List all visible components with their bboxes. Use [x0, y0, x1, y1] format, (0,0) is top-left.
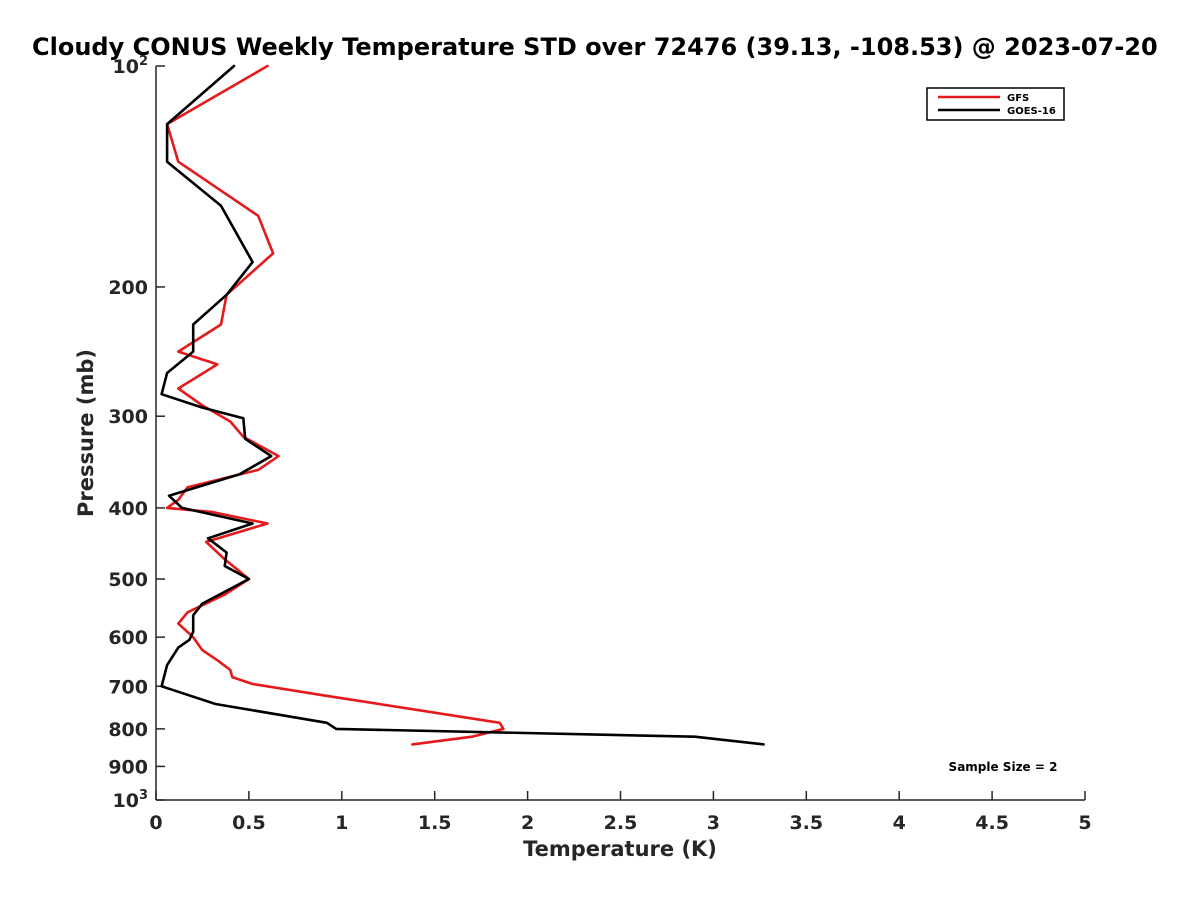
- y-tick-label: 400: [108, 498, 148, 520]
- x-tick-label: 0: [149, 812, 162, 834]
- x-axis-label: Temperature (K): [523, 837, 717, 861]
- sample-size-annotation: Sample Size = 2: [949, 760, 1058, 774]
- legend-label-gfs: GFS: [1007, 93, 1029, 104]
- y-tick-label: 200: [108, 277, 148, 299]
- y-tick-label: 700: [108, 676, 148, 698]
- x-tick-label: 1.5: [418, 812, 452, 834]
- legend-box: [926, 87, 1065, 121]
- x-tick-label: 3: [707, 812, 720, 834]
- x-tick-label: 3.5: [789, 812, 823, 834]
- x-tick-label: 5: [1078, 812, 1091, 834]
- legend: GFS GOES-16: [926, 87, 1065, 121]
- series-line-gfs: [165, 64, 505, 746]
- y-tick-label: 103: [113, 788, 149, 812]
- y-tick-label: 102: [113, 54, 149, 78]
- y-tick-label: 600: [108, 627, 148, 649]
- x-tick-label: 2.5: [604, 812, 638, 834]
- x-tick-label: 4: [893, 812, 906, 834]
- x-tick-label: 0.5: [232, 812, 266, 834]
- y-tick-label: 500: [108, 569, 148, 591]
- y-tick-label: 800: [108, 719, 148, 741]
- x-tick-label: 4.5: [975, 812, 1009, 834]
- y-axis-label: Pressure (mb): [74, 349, 98, 517]
- series-line-goes16: [160, 64, 765, 746]
- x-tick-label: 1: [335, 812, 348, 834]
- legend-label-goes16: GOES-16: [1007, 106, 1056, 117]
- x-axis: 0 0.5 1 1.5 2 2.5 3 3.5 4 4.5 5: [149, 791, 1092, 834]
- chart-title: Cloudy CONUS Weekly Temperature STD over…: [32, 33, 1158, 61]
- y-axis: 102 200 300 400 500 600 700 800 900 103: [108, 54, 165, 812]
- y-tick-label: 900: [108, 756, 148, 778]
- x-tick-label: 2: [521, 812, 534, 834]
- plot-lines: [160, 64, 765, 746]
- y-tick-label: 300: [108, 406, 148, 428]
